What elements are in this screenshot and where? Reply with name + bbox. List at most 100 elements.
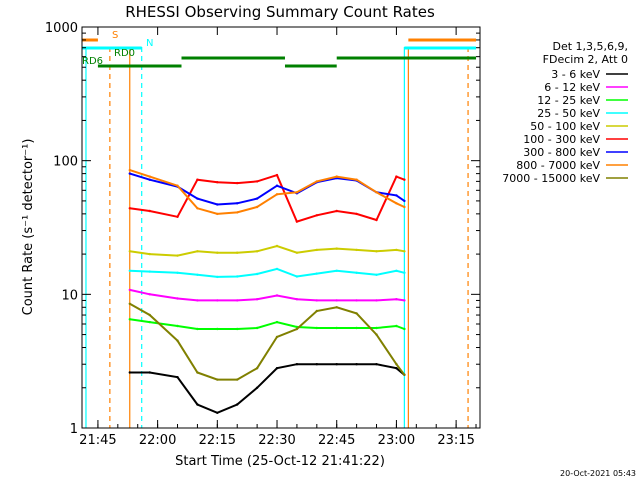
data-point (355, 326, 358, 330)
data-point (395, 363, 398, 366)
data-point (255, 326, 259, 330)
data-point (315, 214, 318, 217)
data-point (355, 212, 358, 216)
legend-entry: 800 - 7000 keV (516, 159, 600, 172)
x-tick-label: 22:15 (199, 433, 236, 448)
data-point (295, 191, 299, 194)
data-point (148, 320, 151, 324)
y-tick-label: 1000 (45, 21, 78, 36)
data-point (403, 299, 406, 302)
x-tick-label: 23:15 (437, 433, 474, 448)
legend-entry: 6 - 12 keV (544, 81, 600, 94)
data-point (236, 378, 239, 381)
y-tick-label: 10 (61, 288, 78, 303)
y-tick-label: 100 (53, 155, 78, 170)
legend-entry: 300 - 800 keV (523, 146, 600, 159)
data-point (216, 275, 219, 279)
data-point (355, 312, 358, 315)
data-point (335, 299, 338, 302)
y-axis-label: Count Rate (s⁻¹ detector⁻¹) (21, 139, 36, 316)
data-point (236, 275, 239, 278)
data-point (315, 309, 318, 313)
data-point (236, 202, 239, 205)
data-point (128, 269, 131, 272)
data-point (148, 209, 151, 213)
data-point (375, 218, 378, 222)
data-point (375, 273, 378, 276)
data-point (196, 299, 199, 302)
data-point (148, 252, 151, 256)
data-point (236, 299, 239, 302)
legend-entry: 25 - 50 keV (537, 107, 600, 120)
data-point (255, 180, 259, 183)
data-point (255, 272, 259, 276)
data-point (395, 367, 398, 370)
data-point (295, 275, 299, 278)
data-point (335, 363, 338, 366)
x-tick-label: 22:30 (258, 433, 295, 448)
data-point (176, 254, 179, 257)
legend-entry: 100 - 300 keV (523, 133, 600, 146)
data-point (128, 168, 131, 172)
data-point (275, 267, 279, 271)
data-point (315, 299, 318, 302)
data-point (395, 194, 398, 197)
data-point (295, 220, 299, 223)
data-point (315, 180, 318, 183)
x-tick-label: 21:45 (79, 433, 116, 448)
data-point (315, 363, 318, 366)
data-point (335, 326, 338, 330)
data-point (196, 371, 199, 374)
data-point (395, 248, 398, 252)
data-point (196, 403, 199, 406)
data-point (196, 178, 199, 181)
data-point (375, 326, 378, 330)
legend-header: FDecim 2, Att 0 (543, 53, 628, 66)
data-point (375, 299, 378, 302)
data-point (128, 250, 131, 253)
data-point (148, 313, 151, 317)
data-point (176, 324, 179, 328)
chart-title: RHESSI Observing Summary Count Rates (125, 3, 435, 21)
data-point (236, 403, 239, 406)
flag-label-s: S (112, 30, 118, 41)
data-point (335, 175, 338, 178)
data-point (403, 199, 406, 203)
data-point (275, 244, 279, 248)
axes: 21:45 22:00 22:15 22:30 22:45 23:00 23:15 1 10 10… (45, 21, 481, 448)
x-tick-label: 23:00 (378, 433, 415, 448)
data-point (216, 181, 219, 184)
x-tick-label: 22:45 (318, 433, 355, 448)
data-point (315, 248, 318, 252)
data-point (295, 251, 299, 254)
data-point (335, 247, 338, 250)
data-point (148, 175, 151, 178)
data-point (355, 178, 358, 181)
data-point (196, 207, 199, 210)
flag-label-n: N (146, 38, 153, 49)
data-point (375, 191, 378, 194)
data-point (128, 318, 131, 321)
data-point (275, 193, 279, 196)
data-marks: S N RD0 RD6 (82, 30, 477, 428)
data-point (255, 250, 259, 253)
data-point (355, 363, 358, 366)
data-point (148, 293, 151, 296)
data-point (176, 184, 179, 187)
data-point (148, 371, 151, 374)
data-point (255, 197, 259, 200)
data-point (236, 251, 239, 254)
data-point (403, 373, 406, 376)
flag-label-rd0: RD0 (114, 48, 135, 59)
data-point (275, 320, 279, 324)
data-point (128, 207, 131, 210)
data-point (196, 327, 199, 331)
legend-entry: 12 - 25 keV (537, 94, 600, 107)
legend-entry: 3 - 6 keV (551, 68, 600, 81)
flag-label-rd6: RD6 (82, 56, 103, 67)
data-point (176, 271, 179, 274)
data-point (236, 327, 239, 331)
data-point (315, 326, 318, 330)
legend-header: Det 1,3,5,6,9, (552, 40, 628, 53)
